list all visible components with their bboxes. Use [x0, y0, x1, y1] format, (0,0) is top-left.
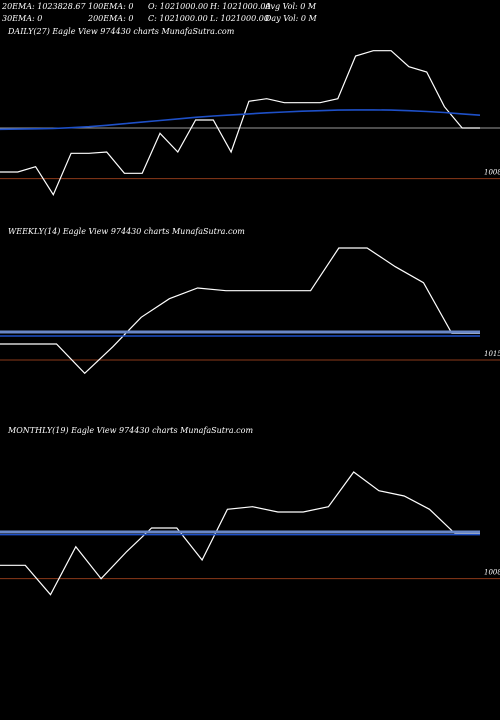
- daily-ema-line: [0, 109, 481, 131]
- header-200ema: 200EMA: 0: [87, 14, 133, 23]
- monthly-y-tick-label: 1008: [484, 569, 500, 577]
- daily-y-tick-label: 1008: [484, 169, 500, 177]
- monthly-price-line: [0, 471, 480, 596]
- header-open: O: 1021000.00: [148, 2, 208, 11]
- header-20ema: 20EMA: 1023828.67: [1, 2, 86, 11]
- weekly-panel: 1015: [0, 247, 500, 375]
- header-day-vol: Day Vol: 0 M: [264, 14, 318, 23]
- daily-panel: 1008: [0, 50, 500, 196]
- header-100ema: 100EMA: 0: [88, 2, 133, 11]
- header-stats: 20EMA: 1023828.67 100EMA: 0 O: 1021000.0…: [1, 2, 318, 23]
- header-high: H: 1021000.00: [209, 2, 271, 11]
- monthly-panel-title: MONTHLY(19) Eagle View 974430 charts Mun…: [7, 426, 253, 435]
- monthly-panel: 1008: [0, 471, 500, 596]
- header-30ema: 30EMA: 0: [2, 14, 42, 23]
- daily-panel-title: DAILY(27) Eagle View 974430 charts Munaf…: [7, 27, 235, 36]
- weekly-panel-title: WEEKLY(14) Eagle View 974430 charts Muna…: [8, 227, 245, 236]
- header-low: L: 1021000.00: [209, 14, 269, 23]
- header-close: C: 1021000.00: [148, 14, 208, 23]
- weekly-price-line: [0, 247, 480, 375]
- weekly-y-tick-label: 1015: [484, 350, 500, 358]
- header-avg-vol: Avg Vol: 0 M: [264, 2, 317, 11]
- plot-layer: 1008 1015 1008: [0, 50, 500, 596]
- daily-price-line: [0, 50, 480, 196]
